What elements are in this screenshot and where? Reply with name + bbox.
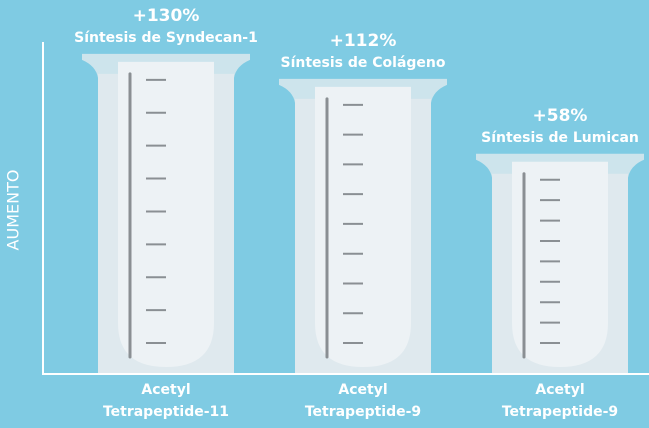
x-tick-label: Acetyl Tetrapeptide-9 [305,382,421,420]
description: Síntesis de Colágeno [280,55,445,71]
value-label: +112% [330,31,397,51]
y-axis-label: AUMENTO [4,170,23,251]
x-tick-label: Acetyl Tetrapeptide-11 [103,382,229,420]
beaker-tube [118,61,214,367]
beaker-tube [512,161,608,367]
x-tick-label: Acetyl Tetrapeptide-9 [502,382,618,420]
description: Síntesis de Lumican [481,130,639,146]
value-label: +58% [533,106,588,126]
description: Síntesis de Syndecan-1 [74,30,258,46]
beaker-tube [315,86,411,367]
value-label: +130% [133,6,200,26]
